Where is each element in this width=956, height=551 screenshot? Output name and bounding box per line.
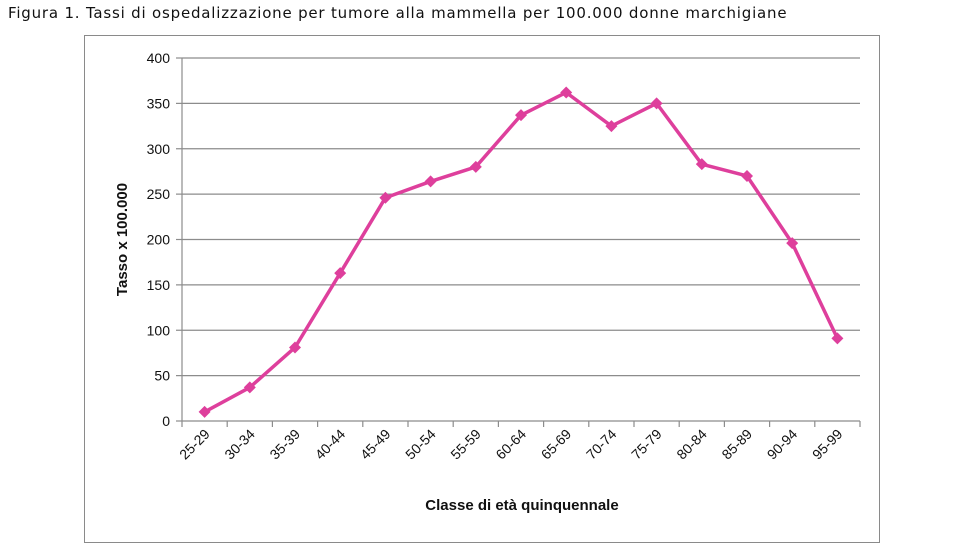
x-tick-label: 60-64 [492, 426, 529, 463]
x-tick-label: 75-79 [628, 426, 665, 463]
x-tick-label: 25-29 [176, 426, 213, 463]
y-tick-label: 200 [147, 232, 171, 248]
x-tick-label: 80-84 [673, 426, 710, 463]
y-tick-label: 350 [147, 95, 171, 111]
y-tick-labels: 0 50 100 150 200 250 300 350 400 [147, 50, 171, 429]
data-point [741, 169, 753, 182]
data-point [515, 109, 527, 122]
data-point [334, 267, 347, 280]
data-point [695, 158, 708, 171]
chart-frame [84, 35, 880, 543]
data-point [786, 237, 799, 250]
x-tick-label: 85-89 [718, 426, 755, 463]
x-tick-label: 40-44 [312, 426, 349, 463]
x-tick-label: 65-69 [538, 426, 575, 463]
x-tick-label: 45-49 [357, 426, 394, 463]
y-tick-label: 50 [154, 368, 170, 384]
y-tick-label: 100 [147, 322, 171, 338]
data-point [469, 160, 482, 173]
x-tick-label: 50-54 [402, 426, 439, 463]
data-point [289, 341, 301, 354]
data-point [379, 191, 392, 204]
data-point [424, 175, 437, 188]
x-tick-label: 70-74 [583, 426, 620, 463]
y-tick-label: 400 [147, 50, 171, 66]
y-axis-label: Tasso x 100.000 [114, 183, 131, 296]
x-tick-labels: 25-29 30-34 35-39 40-44 45-49 50-54 55-59 60-64… [176, 426, 846, 463]
x-tick-label: 90-94 [764, 426, 801, 463]
figure-title: Figura 1. Tassi di ospedalizzazione per … [8, 4, 788, 22]
data-point [650, 97, 663, 110]
data-point [198, 405, 211, 418]
x-tick-label: 55-59 [447, 426, 484, 463]
data-point [605, 120, 618, 133]
x-tick-label: 95-99 [809, 426, 846, 463]
y-tick-label: 250 [147, 186, 171, 202]
data-point [560, 86, 573, 99]
axes [176, 57, 861, 427]
gridlines [182, 57, 860, 377]
x-tick-label: 35-39 [266, 426, 303, 463]
y-tick-label: 150 [147, 277, 171, 293]
y-tick-label: 300 [147, 141, 171, 157]
data-point [243, 381, 256, 394]
x-tick-label: 30-34 [221, 426, 258, 463]
x-axis-label: Classe di età quinquennale [425, 497, 618, 514]
series-line [202, 90, 840, 414]
series-group [198, 86, 844, 418]
y-tick-label: 0 [162, 413, 170, 429]
data-point [831, 332, 844, 345]
